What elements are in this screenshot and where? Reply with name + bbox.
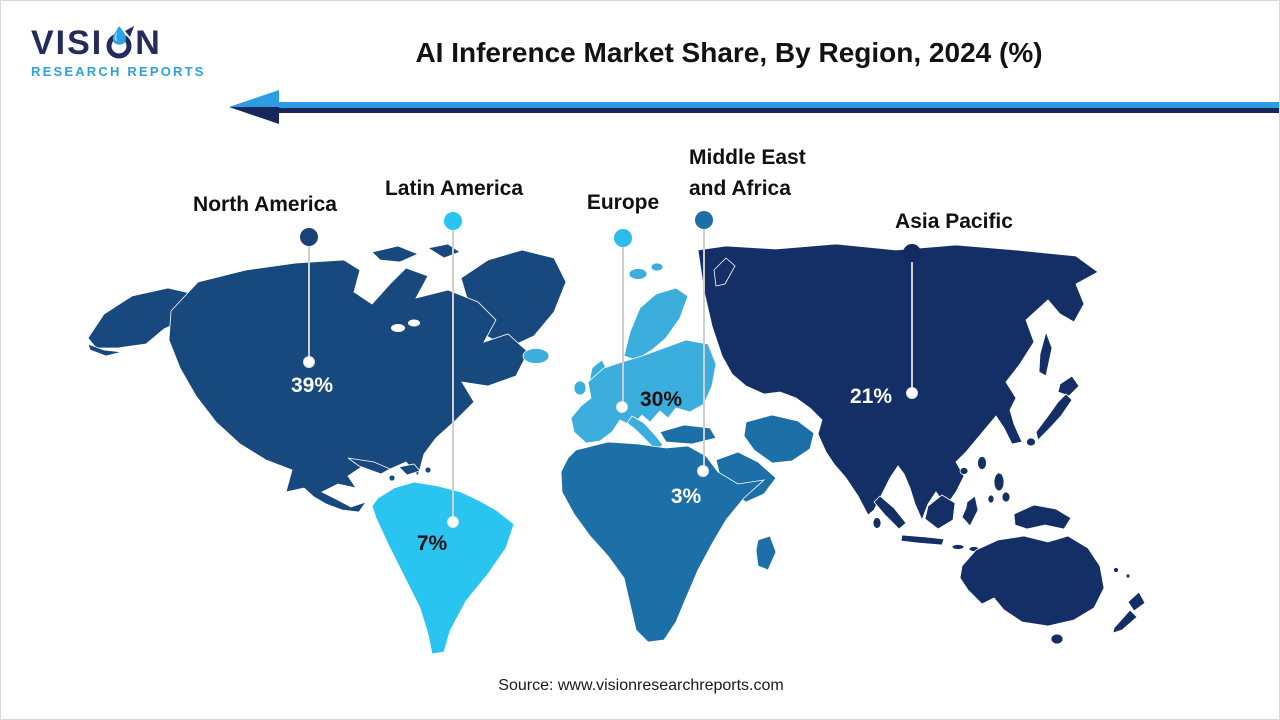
landmass-africa [560,441,766,643]
landmass-novaya-zemlya [713,257,736,287]
landmass-hispaniola [398,463,421,476]
anchor-dot-europe [616,401,628,413]
landmass-south-america [371,481,515,655]
label-latin-america: Latin America [384,177,524,200]
value-north-america: 39% [290,374,334,397]
landmass-svalbard-2 [650,262,664,272]
landmass-north-america-main [168,259,529,513]
anchor-dot-north-america [303,356,315,368]
brand-logo: VISI N RESEARCH REPORTS [31,25,206,79]
region-latin-america [371,481,515,655]
brand-tagline: RESEARCH REPORTS [31,64,206,79]
landmass-asia-main [697,243,1099,522]
label-europe: Europe [586,191,660,214]
pin-dot-europe [614,229,632,247]
landmass-new-guinea [1013,504,1072,530]
landmass-turkey [659,424,717,445]
landmass-java [900,534,945,546]
pin-dot-north-america [300,228,318,246]
brand-wordmark: VISI N [31,25,201,61]
source-attribution: Source: www.visionresearchreports.com [498,677,784,694]
landmass-sumatra [873,495,907,530]
landmass-philippines-2 [1001,491,1011,503]
leader-line-latin-america [452,230,454,522]
landmass-jamaica [388,474,396,482]
landmass-philippines-1 [993,472,1005,492]
pin-dot-asia-pacific [903,244,921,262]
leader-line-asia-pacific [911,262,913,393]
landmass-scandinavia [623,287,689,361]
leader-line-middle-east-africa [703,229,705,471]
value-europe: 30% [639,388,683,411]
anchor-dot-latin-america [447,516,459,528]
landmass-madagascar [755,535,777,571]
landmass-fiji [1125,573,1131,579]
lakes-north-america [371,291,420,332]
landmass-sri-lanka [872,517,882,529]
landmass-sulawesi [961,495,979,527]
anchor-dot-asia-pacific [906,387,918,399]
world-map [87,243,1146,655]
landmass-baffin-1 [371,245,420,263]
landmass-taiwan [977,456,987,470]
value-asia-pacific: 21% [849,385,893,408]
landmass-tasmania [1050,633,1064,645]
region-north-america [87,243,567,513]
label-middle-east-africa: Middle East and Africa [689,146,806,200]
landmass-philippines-3 [987,494,995,504]
landmass-baffin-2 [426,243,461,259]
leader-line-europe [622,247,624,407]
landmass-iceland [522,348,550,364]
landmass-ireland [573,380,587,396]
arrowhead-top [229,90,279,107]
brand-o-droplet-icon [106,26,135,59]
landmass-sakhalin [1038,330,1053,377]
landmass-puerto-rico [424,466,432,474]
landmass-nz-north [1127,591,1146,612]
pin-dot-latin-america [444,212,462,230]
chart-title: AI Inference Market Share, By Region, 20… [415,37,1043,68]
pin-dot-middle-east-africa [695,211,713,229]
brand-text-pre: VISI [31,24,104,62]
value-middle-east-africa: 3% [670,485,702,508]
landmass-honshu [1035,393,1073,441]
landmass-lesser-sunda-1 [951,544,965,550]
landmass-europe-mainland [570,339,717,444]
landmass-borneo [924,494,956,530]
landmass-new-caledonia [1113,567,1119,573]
brand-text-post: N [135,24,162,62]
arrowhead-bottom [229,107,279,124]
region-asia-pacific [697,243,1146,645]
landmass-aleutians [87,343,123,357]
landmass-kyushu [1026,437,1036,447]
landmass-nz-south [1112,609,1138,634]
region-middle-east-africa [560,414,815,643]
label-north-america: North America [193,193,337,216]
leader-line-north-america [308,246,310,362]
landmass-australia [959,535,1105,627]
anchor-dot-middle-east-africa [697,465,709,477]
landmass-iran [743,414,815,464]
landmass-cuba [347,457,391,475]
region-europe [522,262,717,459]
landmass-hainan [959,467,969,475]
value-latin-america: 7% [416,532,448,555]
title-underline-arrow [229,90,1279,124]
landmass-svalbard-1 [628,268,648,280]
label-asia-pacific: Asia Pacific [895,210,1013,233]
landmass-hokkaido [1057,375,1080,397]
